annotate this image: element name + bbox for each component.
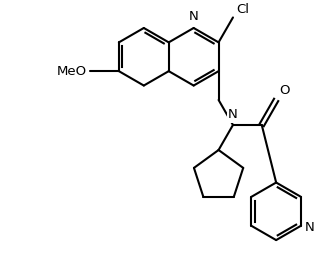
Text: N: N xyxy=(189,10,199,23)
Text: MeO: MeO xyxy=(57,65,87,78)
Text: N: N xyxy=(228,108,238,121)
Text: N: N xyxy=(305,221,315,234)
Text: O: O xyxy=(279,84,290,97)
Text: Cl: Cl xyxy=(236,2,249,16)
